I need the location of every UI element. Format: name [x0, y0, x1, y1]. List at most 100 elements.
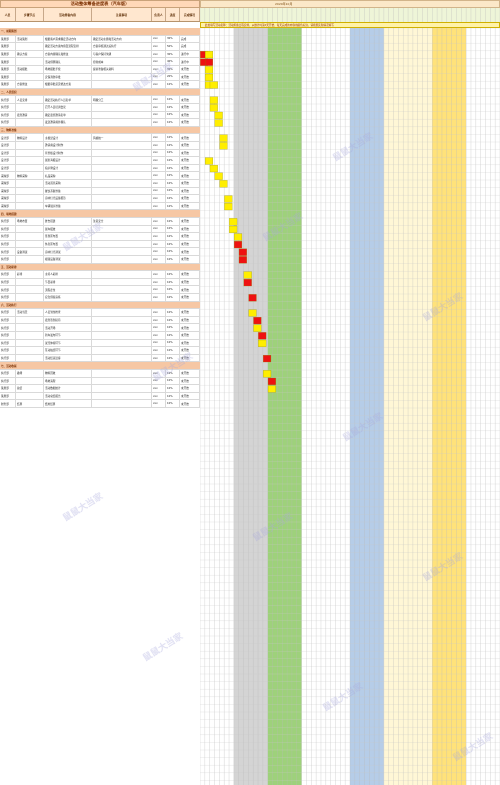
- table-row[interactable]: 设计部 物料设计 主视觉设计 风格统一 xxx 10% 未开始: [0, 134, 200, 142]
- section-label: 五、活动彩排: [1, 265, 17, 269]
- table-cell: [16, 187, 44, 195]
- table-row[interactable]: 执行部 视频设备调试 xxx 10% 未开始: [0, 256, 200, 264]
- table-cell: [16, 316, 44, 324]
- table-row[interactable]: 执行部 活动结束送客 xxx 10% 未开始: [0, 354, 200, 363]
- table-row[interactable]: 执行部 召开人员培训会议 xxx 10% 未开始: [0, 104, 200, 112]
- table-row[interactable]: 策划部 确定活动方案内容及流程安排 方案审核通过后执行 xxx 50% 完成: [0, 43, 200, 51]
- table-row[interactable]: 采购部 音响灯光设备租赁 xxx 10% 未开始: [0, 195, 200, 203]
- table-cell: 活动总结报告: [44, 392, 92, 400]
- table-cell: [92, 119, 152, 126]
- table-cell: 注意安全: [92, 218, 152, 225]
- table-cell: 策划部: [0, 392, 16, 400]
- table-cell: 试驾体验环节: [44, 339, 92, 347]
- table-row[interactable]: 策划部 活动预算确认 控制成本 xxx 40% 进行中: [0, 58, 200, 66]
- gantt-progress-cell: [248, 294, 257, 302]
- table-row[interactable]: 采购部 餐饮茶歇准备 xxx 10% 未开始: [0, 187, 200, 196]
- table-cell: [16, 392, 44, 400]
- table-row[interactable]: 财务部 结算 费用结算 xxx 10% 未开始: [0, 400, 200, 408]
- table-row[interactable]: 执行部 场地清理 xxx 10% 未开始: [0, 377, 200, 386]
- table-cell: [16, 195, 44, 202]
- table-cell: xxx: [152, 43, 166, 50]
- gantt-band: [350, 8, 384, 785]
- gantt-progress-cell: [253, 324, 262, 332]
- table-cell: 进行中: [180, 58, 200, 65]
- table-cell: 未开始: [180, 316, 200, 324]
- table-cell: 互动抽奖环节: [44, 347, 92, 354]
- table-row[interactable]: 策划部 总结 活动数据统计 xxx 10% 未开始: [0, 385, 200, 393]
- table-row[interactable]: 设计部 背景板设计制作 xxx 10% 未开始: [0, 149, 200, 158]
- table-cell: xxx: [152, 119, 166, 126]
- table-row[interactable]: 设计部 展架海报设计 xxx 10% 未开始: [0, 157, 200, 165]
- table-row[interactable]: 策划部 方案修改 根据审批意见修改方案 xxx 10% 未开始: [0, 81, 200, 89]
- table-cell: 未开始: [180, 119, 200, 126]
- table-row[interactable]: 执行部 嘉宾邀请 确定嘉宾邀请名单 xxx 10% 未开始: [0, 111, 200, 120]
- table-cell: 未开始: [180, 187, 200, 195]
- table-row[interactable]: 采购部 活动道具采购 xxx 10% 未开始: [0, 180, 200, 188]
- table-cell: [92, 271, 152, 278]
- table-cell: 风格统一: [92, 134, 152, 141]
- table-row[interactable]: 执行部 活动开场 xxx 10% 未开始: [0, 324, 200, 332]
- table-row[interactable]: 执行部 节目彩排 xxx 10% 未开始: [0, 278, 200, 287]
- table-row[interactable]: 策划部 安保消防审批 xxx 20% 未开始: [0, 73, 200, 82]
- table-row[interactable]: 执行部 嘉宾签到接待 xxx 10% 未开始: [0, 316, 200, 325]
- table-cell: 方案内容确认和修改: [44, 50, 92, 58]
- table-row[interactable]: 执行部 应急预案演练 xxx 10% 未开始: [0, 294, 200, 302]
- table-cell: 展架海报设计: [44, 157, 92, 164]
- table-cell: [92, 370, 152, 377]
- table-cell: [92, 294, 152, 301]
- table-row[interactable]: 策划部 活动策划 根据客户需求确定活动方向 确定活动主题和活动方向 xxx 30% 完成: [0, 35, 200, 44]
- table-cell: [16, 347, 44, 354]
- table-row[interactable]: 执行部 流程走位 xxx 10% 未开始: [0, 286, 200, 294]
- table-cell: 执行部: [0, 248, 16, 255]
- table-cell: [16, 58, 44, 65]
- table-row[interactable]: 执行部 新车发布环节 xxx 10% 未开始: [0, 332, 200, 340]
- table-cell: 执行部: [0, 218, 16, 225]
- table-cell: 10%: [166, 134, 180, 141]
- table-row[interactable]: 执行部 设备调试 音响灯光调试 xxx 10% 未开始: [0, 248, 200, 256]
- table-cell: 30%: [166, 66, 180, 73]
- table-cell: 10%: [166, 104, 180, 111]
- table-cell: 音响灯光调试: [44, 248, 92, 255]
- table-cell: 策划部: [0, 66, 16, 73]
- section-label: 七、活动收尾: [1, 364, 17, 368]
- table-row[interactable]: 执行部 场地布置 舞台搭建 注意安全 xxx 10% 未开始: [0, 218, 200, 226]
- table-cell: 策划部: [0, 81, 16, 88]
- table-row[interactable]: 设计部 邀请函设计制作 xxx 10% 未开始: [0, 142, 200, 150]
- table-row[interactable]: 采购部 车辆展示准备 xxx 10% 未开始: [0, 202, 200, 211]
- table-cell: 与客户保持沟通: [92, 50, 152, 58]
- table-cell: 10%: [166, 400, 180, 407]
- table-cell: 物料设计: [16, 134, 44, 141]
- table-row[interactable]: 设计部 指示牌设计 xxx 10% 未开始: [0, 164, 200, 173]
- table-cell: [16, 332, 44, 339]
- table-row[interactable]: 策划部 确认方案 方案内容确认和修改 与客户保持沟通 xxx 30% 进行中: [0, 50, 200, 59]
- table-cell: 10%: [166, 256, 180, 263]
- table-row[interactable]: 执行部 展车摆放 xxx 10% 未开始: [0, 225, 200, 234]
- table-row[interactable]: 执行部 互动抽奖环节 xxx 10% 未开始: [0, 347, 200, 355]
- table-cell: 执行部: [0, 96, 16, 103]
- table-cell: [92, 385, 152, 392]
- table-cell: 设计部: [0, 142, 16, 149]
- table-cell: [92, 256, 152, 263]
- table-row[interactable]: 执行部 活动当天 人员到位检查 xxx 10% 未开始: [0, 309, 200, 317]
- table-row[interactable]: 执行部 发送邀请函并确认 xxx 10% 未开始: [0, 119, 200, 127]
- table-row[interactable]: 执行部 休息区布置 xxx 10% 未开始: [0, 240, 200, 249]
- table-cell: 30%: [166, 50, 180, 58]
- header-person: 人员: [0, 8, 16, 21]
- table-row[interactable]: 执行部 签到区布置 xxx 10% 未开始: [0, 233, 200, 241]
- table-row[interactable]: 执行部 撤场 物料回收 xxx 10% 未开始: [0, 370, 200, 378]
- table-cell: xxx: [152, 164, 166, 172]
- table-row[interactable]: 策划部 活动总结报告 xxx 10% 未开始: [0, 392, 200, 401]
- table-row[interactable]: 执行部 试驾体验环节 xxx 10% 未开始: [0, 339, 200, 348]
- table-row[interactable]: 策划部 活动报批 场地报批手续 提前准备相关资料 xxx 30% 未开始: [0, 66, 200, 74]
- table-cell: 执行部: [0, 286, 16, 293]
- table-cell: 30%: [166, 35, 180, 43]
- table-cell: 未开始: [180, 324, 200, 331]
- table-cell: 发送邀请函并确认: [44, 119, 92, 126]
- table-row[interactable]: 采购部 物料采购 礼品采购 xxx 10% 未开始: [0, 172, 200, 180]
- gantt-progress-cell: [214, 172, 223, 180]
- table-cell: 10%: [166, 81, 180, 88]
- table-row[interactable]: 执行部 人员安排 确定活动执行人员名单 明确分工 xxx 10% 未开始: [0, 96, 200, 104]
- table-row[interactable]: 执行部 彩排 主持人彩排 xxx 10% 未开始: [0, 271, 200, 279]
- table-cell: 提前准备相关资料: [92, 66, 152, 73]
- table-cell: 视频设备调试: [44, 256, 92, 263]
